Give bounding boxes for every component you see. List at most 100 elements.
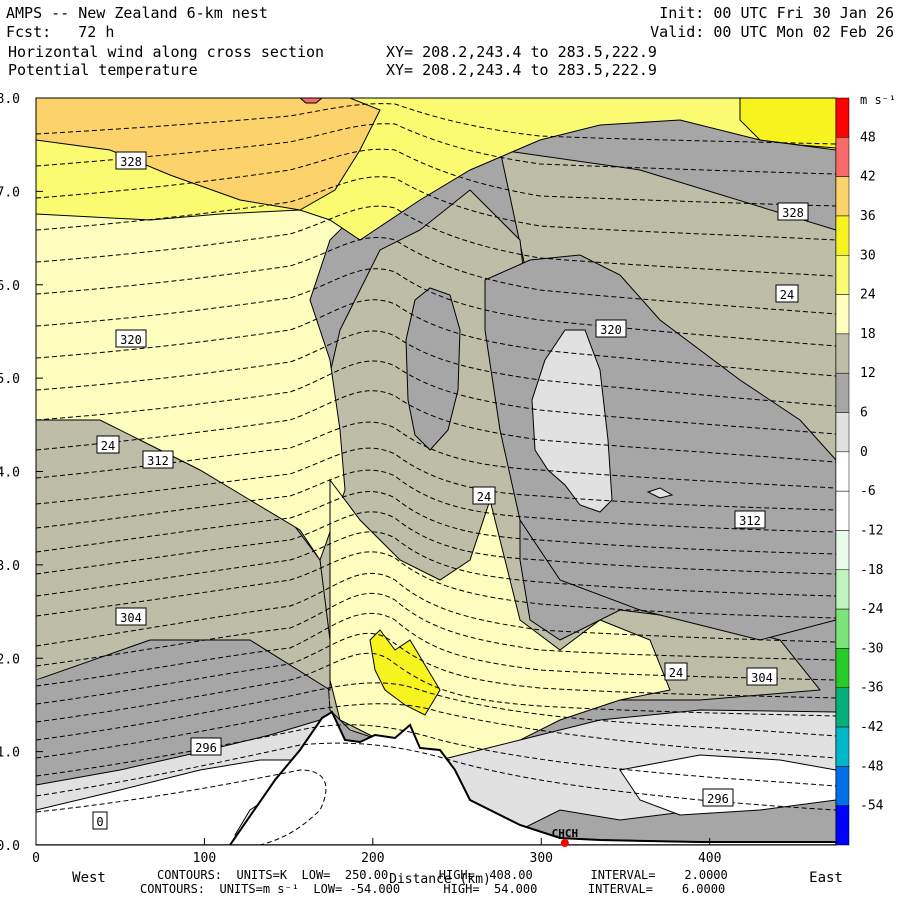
svg-text:296: 296	[195, 741, 217, 755]
colorbar-swatch	[835, 687, 850, 728]
wind-band-0-6	[531, 329, 613, 513]
colorbar-tick-label: 30	[860, 248, 876, 263]
colorbar-swatch	[835, 608, 850, 649]
wind-band-48-54	[299, 98, 323, 104]
y-tick-label: 2.0	[0, 652, 20, 667]
x-end-label-west: West	[72, 870, 106, 886]
y-axis: 0.0 1.0 2.0 3.0 4.0 5.0 6.0 7.0 8.0	[0, 92, 43, 854]
contour-label: 304	[115, 607, 147, 626]
svg-text:312: 312	[147, 454, 169, 468]
y-tick-label: 1.0	[0, 746, 20, 761]
contour-label: 24	[664, 662, 688, 681]
footer-theta-contours: CONTOURS: UNITS=K LOW= 250.00 HIGH= 408.…	[157, 868, 728, 882]
colorbar-tick-label: -48	[860, 759, 883, 774]
contour-label: 328	[777, 202, 809, 221]
field-name-theta: Potential temperature	[8, 61, 198, 79]
colorbar-unit: m s⁻¹	[860, 93, 896, 107]
colorbar-swatch	[835, 805, 850, 846]
x-axis-title: Distance (km)	[389, 872, 491, 887]
colorbar-tick-label: 0	[860, 445, 868, 460]
wind-fill-layer	[36, 98, 836, 845]
colorbar-tick-label: 12	[860, 366, 876, 381]
contour-label: 24	[775, 284, 799, 303]
wind-band-0-6-small	[646, 487, 674, 499]
svg-text:24: 24	[101, 439, 115, 453]
model-title: AMPS -- New Zealand 6-km nest	[6, 4, 268, 22]
contour-label: 328	[115, 151, 147, 170]
svg-text:320: 320	[120, 333, 142, 347]
colorbar-tick-label: -36	[860, 681, 883, 696]
colorbar-swatch	[835, 176, 850, 217]
init-time: Init: 00 UTC Fri 30 Jan 26	[659, 4, 894, 22]
cross-section-coords-2: XY= 208.2,243.4 to 283.5,222.9	[386, 61, 657, 79]
site-dot	[560, 839, 569, 847]
colorbar-swatch	[835, 569, 850, 610]
terrain-outline	[229, 710, 836, 845]
x-tick-label: 100	[193, 851, 216, 866]
contour-label: 296	[190, 737, 222, 756]
colorbar-tick-label: -12	[860, 523, 883, 538]
svg-text:0: 0	[96, 815, 103, 829]
colorbar-swatch	[835, 726, 850, 767]
footer-wind-contours: CONTOURS: UNITS=m s⁻¹ LOW= -54.000 HIGH=…	[140, 882, 726, 896]
contour-label: 24	[472, 486, 496, 505]
colorbar-swatch	[835, 333, 850, 374]
colorbar-swatch	[835, 451, 850, 492]
contour-label: 24	[96, 435, 120, 454]
y-tick-label: 0.0	[0, 839, 20, 854]
colorbar-tick-label: -18	[860, 563, 883, 578]
y-tick-label: 6.0	[0, 279, 20, 294]
contour-label: 304	[746, 667, 778, 686]
x-end-label-east: East	[809, 870, 843, 886]
svg-text:24: 24	[780, 288, 794, 302]
x-axis: 0 100 200 300 400 West East Distance (km)	[32, 838, 843, 887]
svg-text:24: 24	[669, 666, 683, 680]
colorbar-tick-label: 48	[860, 130, 876, 145]
svg-text:328: 328	[120, 155, 142, 169]
colorbar-tick-label: 6	[860, 406, 868, 421]
colorbar-swatch	[835, 372, 850, 413]
svg-text:304: 304	[751, 671, 773, 685]
colorbar-tick-label: 24	[860, 288, 876, 303]
colorbar-swatch	[835, 648, 850, 688]
colorbar-swatch	[835, 255, 850, 295]
colorbar-swatch	[835, 530, 850, 571]
valid-time: Valid: 00 UTC Mon 02 Feb 26	[650, 23, 894, 41]
colorbar-tick-label: -30	[860, 641, 883, 656]
colorbar-swatch	[835, 766, 850, 806]
x-tick-label: 200	[361, 851, 384, 866]
colorbar-swatch	[835, 294, 850, 335]
colorbar-swatch	[835, 137, 850, 177]
site-marker: CHCH	[552, 827, 578, 847]
wind-band-zero-east	[619, 754, 836, 816]
colorbar-swatch	[835, 215, 850, 256]
x-tick-label: 300	[530, 851, 553, 866]
contour-label: 320	[595, 319, 627, 338]
wind-band-36-42	[739, 98, 836, 149]
contour-label: 296	[702, 788, 734, 807]
colorbar-swatch	[835, 97, 850, 138]
field-name-wind: Horizontal wind along cross section	[8, 43, 325, 61]
contour-label: 312	[734, 510, 766, 529]
wind-jet-core-lower	[369, 629, 441, 716]
colorbar-swatch	[835, 490, 850, 531]
colorbar-tick-label: 18	[860, 327, 876, 342]
x-tick-label: 400	[698, 851, 721, 866]
y-tick-label: 3.0	[0, 559, 20, 574]
svg-text:328: 328	[782, 206, 804, 220]
colorbar-tick-label: 36	[860, 209, 876, 224]
wind-band-6-12-a	[405, 287, 461, 451]
y-tick-label: 7.0	[0, 185, 20, 200]
x-tick-label: 0	[32, 851, 40, 866]
colorbar: 48 42 36 30 24 18 12 6 0 -6 -12 -18 -24 -30 -36 -42 -48 -…	[835, 93, 896, 846]
wind-band-12-18-lower	[36, 650, 330, 775]
colorbar-tick-label: 42	[860, 170, 876, 185]
colorbar-tick-label: -54	[860, 799, 884, 814]
contour-label: 320	[115, 329, 147, 348]
colorbar-tick-label: -24	[860, 602, 884, 617]
y-tick-label: 4.0	[0, 466, 20, 481]
svg-text:304: 304	[120, 611, 142, 625]
y-tick-label: 5.0	[0, 372, 20, 387]
colorbar-swatch	[835, 412, 850, 453]
